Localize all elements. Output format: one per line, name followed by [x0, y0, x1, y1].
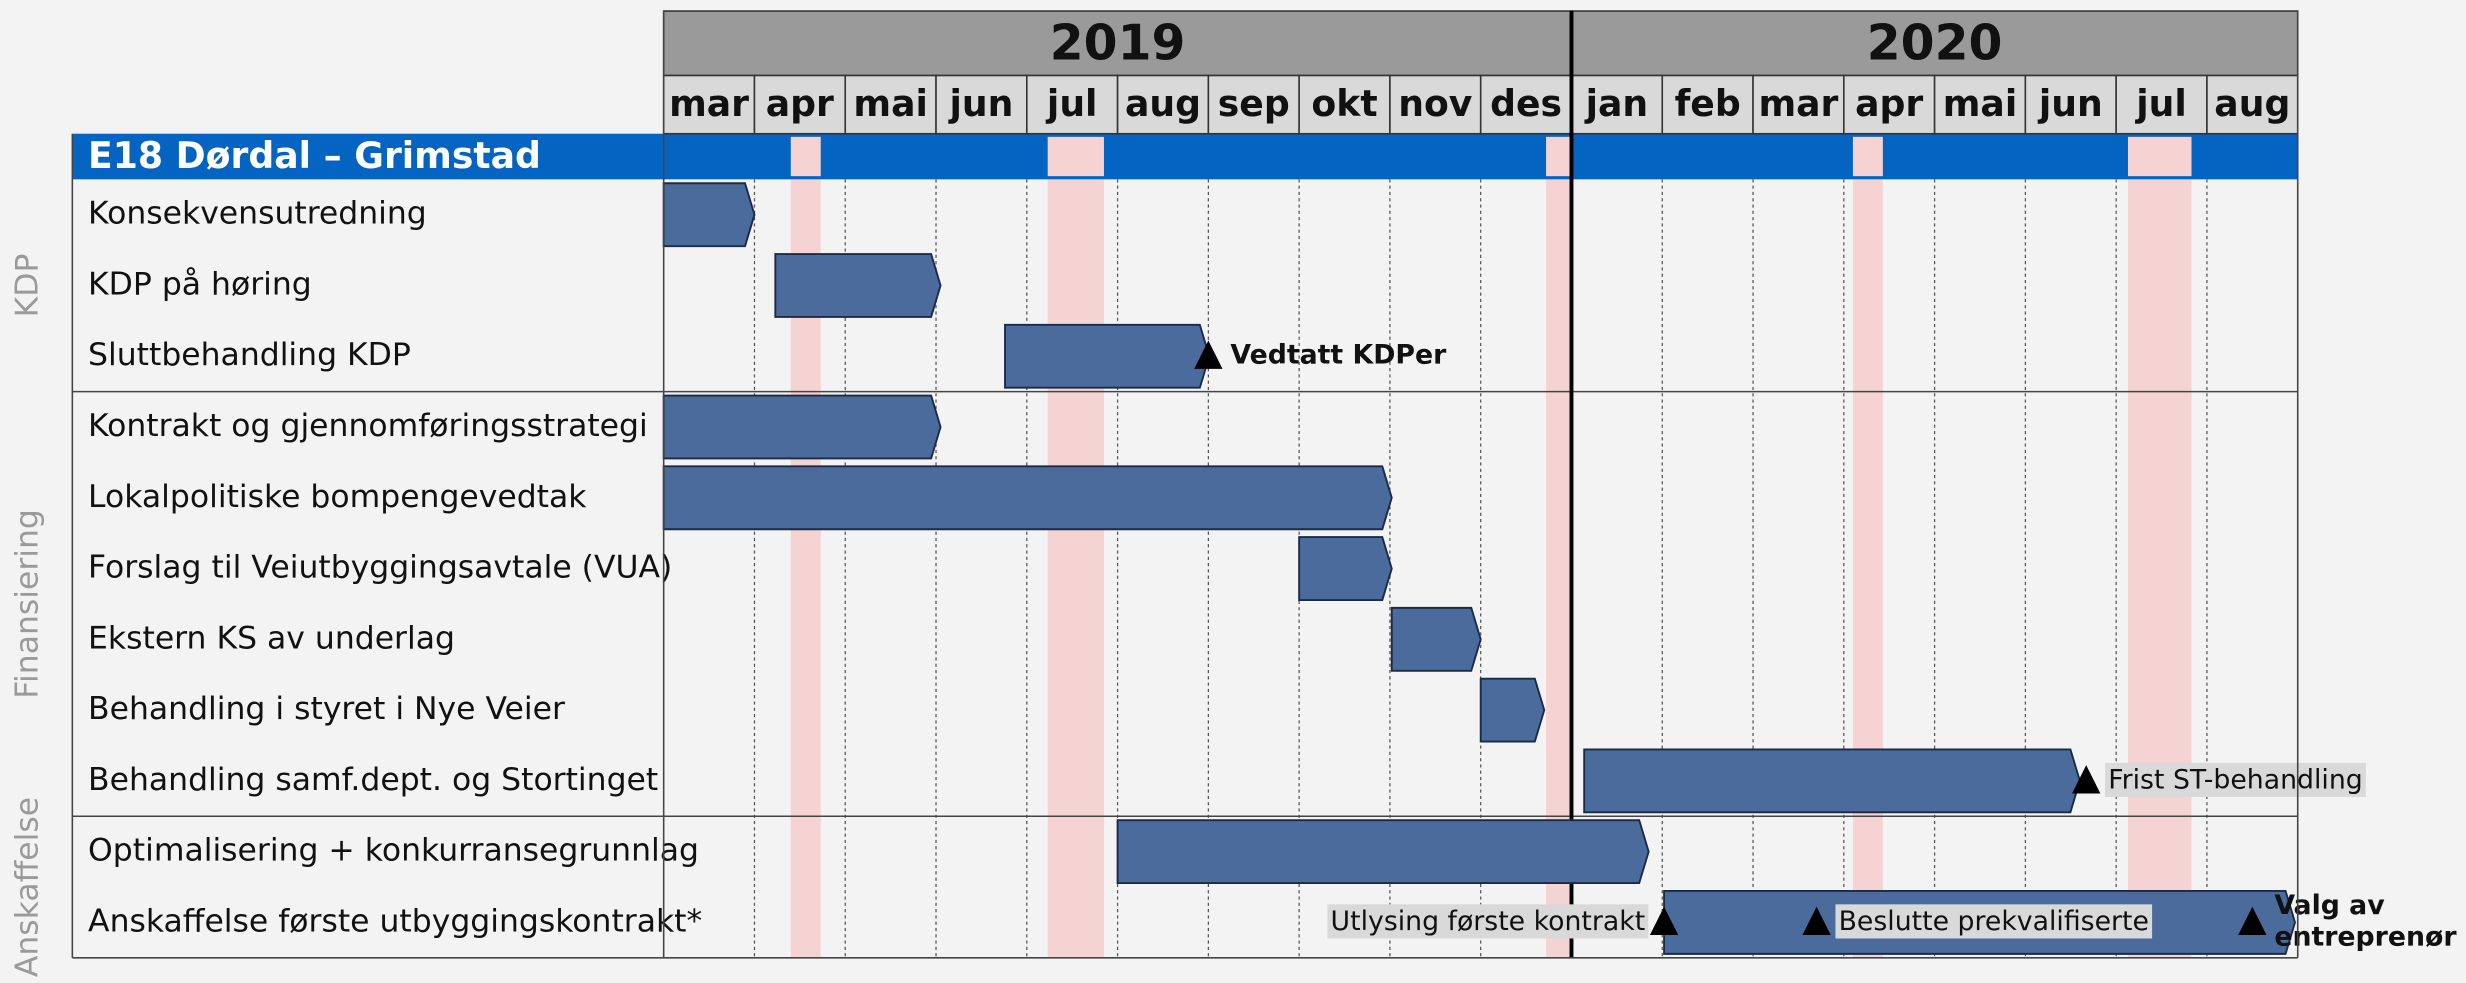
month-label: aug [2214, 82, 2290, 125]
month-header [844, 74, 937, 135]
year-label: 2019 [1050, 15, 1186, 71]
project-title: E18 Dørdal – Grimstad [88, 134, 541, 177]
month-label: jul [2134, 82, 2187, 125]
holiday [2127, 133, 2192, 958]
task-bar [662, 394, 942, 460]
milestone-label: Frist ST-behandling [2108, 764, 2363, 795]
milestone-label: Beslutte prekvalifiserte [1839, 906, 2149, 937]
month-label: apr [766, 82, 834, 125]
holiday-project [790, 136, 821, 177]
month-label: nov [1398, 82, 1473, 125]
holiday-project [1546, 136, 1572, 177]
task-bar [1298, 536, 1393, 601]
month-label: jan [1584, 82, 1649, 125]
group-label: Anskaffelse [9, 797, 45, 977]
task-label: Lokalpolitiske bompengevedtak [88, 479, 587, 515]
month-label: mai [1943, 82, 2017, 125]
month-header [1389, 74, 1482, 135]
month-label: mai [853, 82, 927, 125]
month-header [662, 74, 756, 135]
task-label: Behandling i styret i Nye Veier [88, 691, 565, 727]
task-label: Optimalisering + konkurransegrunnlag [88, 833, 699, 869]
task-bar [774, 253, 942, 318]
month-label: aug [1125, 82, 1201, 125]
milestone-label-box [2105, 762, 2366, 797]
task-label: Ekstern KS av underlag [88, 620, 455, 656]
milestone [1649, 906, 1679, 936]
month-label: jun [947, 82, 1013, 125]
task-bar [1116, 819, 1650, 885]
task-bar [1479, 677, 1546, 743]
month-header [1026, 74, 1119, 135]
milestone-label-box [1835, 904, 2153, 939]
task-bar [1390, 606, 1482, 672]
month-label: mar [669, 82, 749, 125]
month-label: apr [1855, 82, 1923, 125]
project-bar [72, 133, 2298, 180]
year-header [1570, 10, 2299, 77]
month-header [1479, 74, 1573, 135]
milestone-label: Valg av [2274, 890, 2385, 921]
month-header [1207, 74, 1300, 135]
holiday-project [1852, 136, 1883, 177]
milestone-label: entreprenør [2274, 922, 2457, 953]
group-label: KDP [9, 254, 45, 318]
month-header [2115, 74, 2208, 135]
month-label: feb [1675, 82, 1741, 125]
milestone [1802, 906, 1831, 936]
year-header [662, 10, 1573, 77]
milestone-label: Vedtatt KDPer [1230, 340, 1447, 371]
holiday [1852, 133, 1883, 958]
milestone-label-box [1327, 904, 1649, 939]
month-header [1843, 74, 1936, 135]
task-label: Konsekvensutredning [88, 196, 427, 232]
milestone [1194, 340, 1223, 369]
milestone-label: Utlysing første kontrakt [1331, 906, 1646, 937]
month-label: jul [1045, 82, 1098, 125]
task-label: Sluttbehandling KDP [88, 337, 411, 373]
task-bar [662, 465, 1393, 531]
month-label: okt [1311, 82, 1377, 125]
task-label: KDP på høring [88, 265, 312, 302]
month-header [1298, 74, 1391, 135]
holiday [1047, 133, 1104, 958]
month-header [1933, 74, 2027, 135]
task-label: Anskaffelse første utbyggingskontrakt* [88, 903, 702, 939]
month-header [753, 74, 847, 135]
task-label: Kontrakt og gjennomføringsstrategi [88, 408, 648, 444]
month-header [1116, 74, 1210, 135]
holiday-project [1047, 136, 1104, 177]
milestone [2238, 906, 2267, 936]
month-label: sep [1218, 82, 1290, 125]
group-label: Finansiering [9, 509, 45, 699]
task-bar [662, 182, 756, 248]
month-header [1661, 74, 1754, 135]
year-label: 2020 [1867, 15, 2003, 71]
task-bar [1004, 323, 1211, 389]
milestone [2072, 765, 2101, 794]
task-label: Behandling samf.dept. og Stortinget [88, 762, 658, 798]
month-label: des [1490, 82, 1562, 125]
holiday-project [2127, 136, 2192, 177]
task-bar [1583, 748, 2081, 814]
month-label: mar [1758, 82, 1838, 125]
month-header [2024, 74, 2117, 135]
task-label: Forslag til Veiutbyggingsavtale (VUA) [88, 550, 672, 586]
month-label: jun [2037, 82, 2103, 125]
month-header [1752, 74, 1845, 135]
